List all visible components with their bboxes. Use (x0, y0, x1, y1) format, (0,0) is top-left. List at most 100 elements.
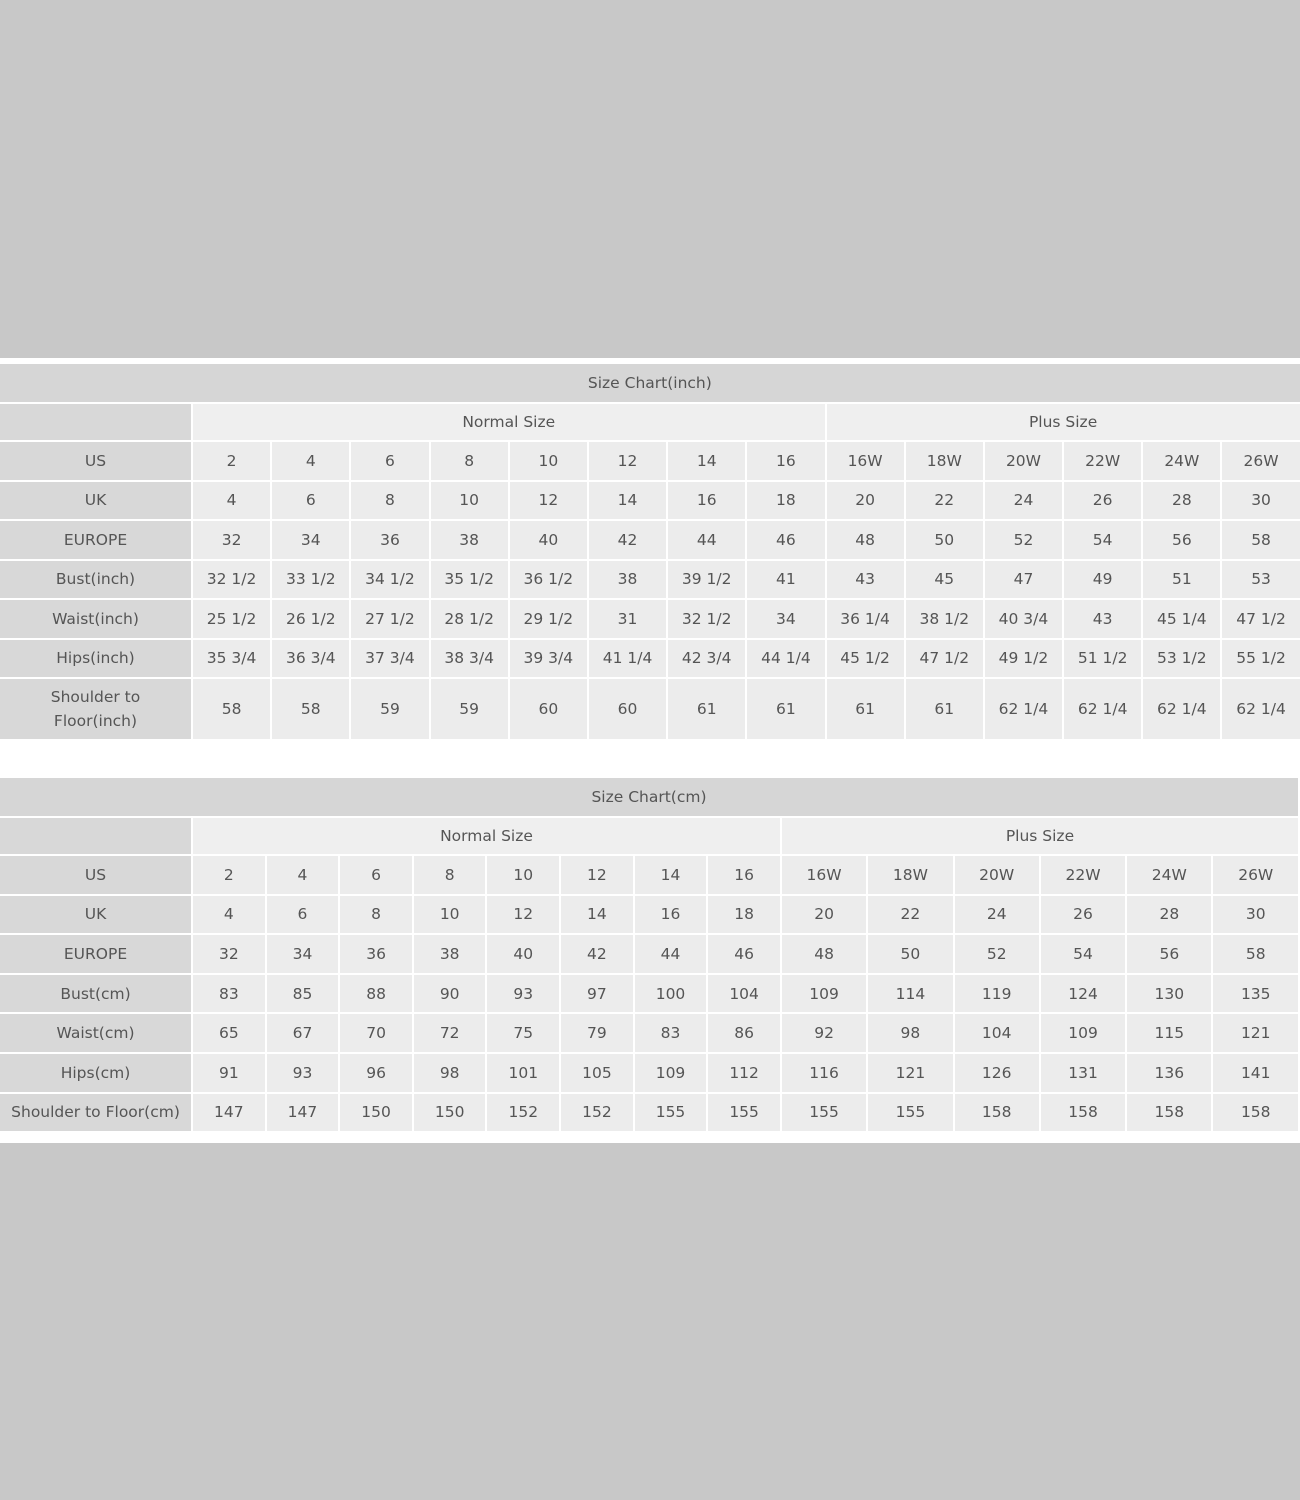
table-cell: 8 (430, 442, 508, 480)
table-cell: 48 (826, 521, 904, 559)
table-cell: 93 (487, 974, 560, 1013)
table-row: Bust(inch) 32 1/2 33 1/2 34 1/2 35 1/2 36 1/2… (0, 560, 1300, 598)
table-cell: 4 (266, 856, 339, 894)
table-cell: 54 (1064, 521, 1142, 559)
table-cell: 10 (430, 481, 508, 519)
table-cell: 155 (634, 1093, 707, 1132)
table-cell: 18W (868, 856, 953, 894)
table-row: EUROPE 32 34 36 38 40 42 44 46 48 50 52 54 56 58 (0, 935, 1298, 973)
table-cell: 104 (954, 1014, 1039, 1052)
table-cell: 114 (868, 974, 953, 1013)
table-cell: 44 (634, 935, 707, 973)
table-cell: 36 (351, 521, 429, 559)
table-cell: 20 (781, 895, 867, 934)
table-cell: 40 (487, 935, 560, 973)
table-cell: 38 (430, 521, 508, 559)
table-cell: 24 (984, 481, 1063, 519)
table-cell: 130 (1127, 974, 1212, 1013)
table-cell: 16W (781, 856, 867, 894)
table-cell: 51 (1143, 560, 1221, 598)
table-cell: 62 1/4 (1143, 679, 1221, 739)
table-cell: 58 (1222, 521, 1300, 559)
table-cell: 34 1/2 (351, 560, 429, 598)
table-cell: 36 1/4 (826, 600, 904, 638)
row-label: EUROPE (0, 521, 191, 559)
table-cell: 42 3/4 (668, 639, 746, 677)
table-cell: 24W (1143, 442, 1221, 480)
table-cell: 54 (1040, 935, 1126, 973)
table-cell: 124 (1040, 974, 1126, 1013)
table-cell: 16 (634, 895, 707, 934)
table-cell: 56 (1143, 521, 1221, 559)
size-chart-inch: Size Chart(inch) Normal Size Plus Size US 2 4… (0, 362, 1300, 741)
group-header-plus-size: Plus Size (781, 818, 1298, 854)
table-cell: 8 (340, 895, 412, 934)
table-cell: 2 (193, 442, 271, 480)
table-cell: 79 (561, 1014, 633, 1052)
table-cell: 32 1/2 (193, 560, 271, 598)
table-cell: 158 (1127, 1093, 1212, 1132)
table-cell: 121 (868, 1053, 953, 1092)
table-cell: 105 (561, 1053, 633, 1092)
table-cell: 50 (905, 521, 983, 559)
table-cell: 48 (781, 935, 867, 973)
table-cell: 135 (1213, 974, 1298, 1013)
corner-cell (0, 404, 191, 440)
table-cell: 34 (272, 521, 350, 559)
table-cell: 101 (487, 1053, 560, 1092)
table-cell: 50 (868, 935, 953, 973)
table-cell: 72 (413, 1014, 486, 1052)
table-cell: 109 (1040, 1014, 1126, 1052)
table-cell: 45 1/4 (1143, 600, 1221, 638)
table-cell: 14 (668, 442, 746, 480)
table-cell: 38 (413, 935, 486, 973)
table-cell: 10 (413, 895, 486, 934)
table-cell: 92 (781, 1014, 867, 1052)
table-cell: 12 (509, 481, 587, 519)
table-cell: 20W (984, 442, 1063, 480)
group-header-plus-size: Plus Size (826, 404, 1300, 440)
row-label: Hips(cm) (0, 1053, 192, 1092)
table-cell: 109 (634, 1053, 707, 1092)
table-cell: 119 (954, 974, 1039, 1013)
group-header-normal-size: Normal Size (193, 818, 780, 854)
table-cell: 46 (747, 521, 825, 559)
table-cell: 90 (413, 974, 486, 1013)
table-cell: 121 (1213, 1014, 1298, 1052)
table-cell: 34 (266, 935, 339, 973)
table-cell: 100 (634, 974, 707, 1013)
table-cell: 41 1/4 (588, 639, 667, 677)
table-cell: 104 (708, 974, 780, 1013)
table-cell: 62 1/4 (1222, 679, 1300, 739)
table-cell: 38 (588, 560, 667, 598)
table-cell: 85 (266, 974, 339, 1013)
table-cell: 70 (340, 1014, 412, 1052)
table-cell: 35 1/2 (430, 560, 508, 598)
table-cell: 53 1/2 (1143, 639, 1221, 677)
table-cell: 29 1/2 (509, 600, 587, 638)
table-cell: 158 (954, 1093, 1039, 1132)
table-cell: 62 1/4 (984, 679, 1063, 739)
table-cell: 150 (413, 1093, 486, 1132)
table-cell: 43 (826, 560, 904, 598)
table-cell: 58 (1213, 935, 1298, 973)
table-cell: 24 (954, 895, 1039, 934)
table-cell: 47 1/2 (1222, 600, 1300, 638)
table-cell: 45 (905, 560, 983, 598)
table-cell: 59 (351, 679, 429, 739)
table-cell: 96 (340, 1053, 412, 1092)
table-cell: 131 (1040, 1053, 1126, 1092)
table-cell: 47 1/2 (905, 639, 983, 677)
table-cell: 53 (1222, 560, 1300, 598)
table-cell: 83 (193, 974, 265, 1013)
table-cell: 20 (826, 481, 904, 519)
table-cell: 40 (509, 521, 587, 559)
table-cell: 61 (826, 679, 904, 739)
table-cell: 12 (487, 895, 560, 934)
table-cell: 22W (1040, 856, 1126, 894)
table-cell: 116 (781, 1053, 867, 1092)
table-cell: 152 (561, 1093, 633, 1132)
table-row: Bust(cm) 83 85 88 90 93 97 100 104 109 114 119 124 13… (0, 974, 1298, 1013)
table-row: EUROPE 32 34 36 38 40 42 44 46 48 50 52 54 56 58 (0, 521, 1300, 559)
row-label: US (0, 442, 191, 480)
